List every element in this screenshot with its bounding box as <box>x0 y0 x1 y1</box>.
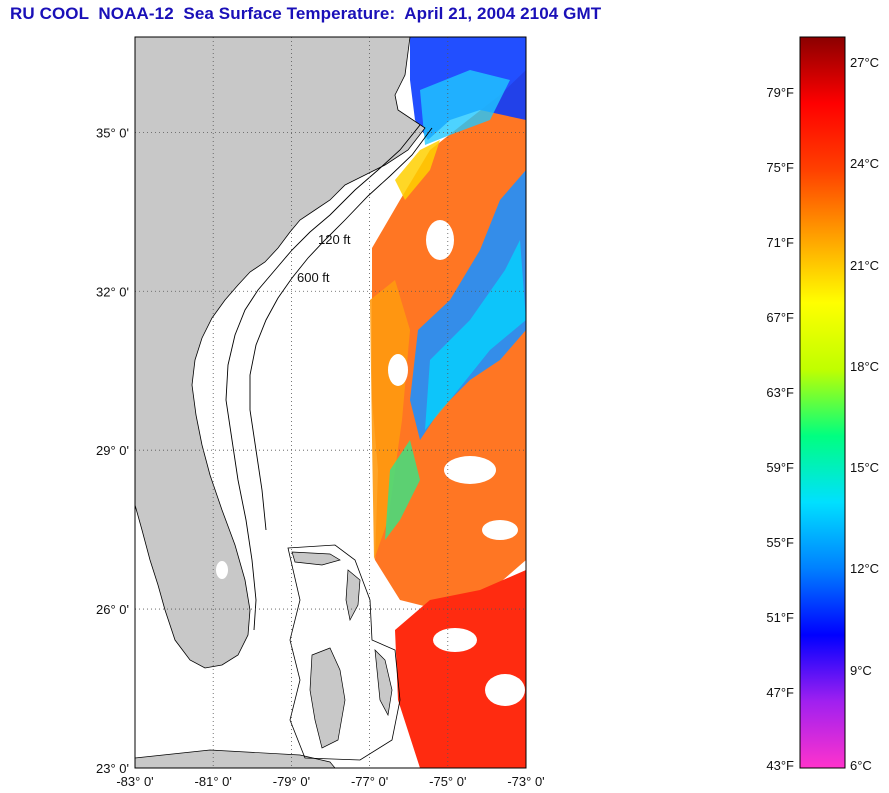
colorbar-fahrenheit-label: 43°F <box>766 758 794 773</box>
map-frame <box>134 36 527 769</box>
isobath-label-600: 600 ft <box>297 270 330 285</box>
sst-hot-patch <box>395 570 526 768</box>
cloud-patch <box>388 354 408 386</box>
cloud-patch <box>485 674 525 706</box>
colorbar-celsius-label: 27°C <box>850 55 880 71</box>
sst-nearshore-yellow <box>395 140 440 200</box>
colorbar-celsius-label: 15°C <box>850 460 880 476</box>
colorbar-celsius-label: 21°C <box>850 257 880 273</box>
map-title: RU COOL NOAA-12 Sea Surface Temperature:… <box>10 4 602 23</box>
colorbar-fahrenheit-label: 51°F <box>766 610 794 626</box>
lat-tick-label: 35° 0' <box>96 125 129 140</box>
island-eleuthera <box>374 649 393 717</box>
cloud-patch <box>444 456 496 484</box>
island-abaco <box>345 569 361 622</box>
isobath-label-120: 120 ft <box>318 232 351 247</box>
colorbar-fahrenheit-label: 59°F <box>766 460 794 476</box>
lake-okeechobee <box>216 561 228 579</box>
sst-shelf-green <box>385 440 420 540</box>
lon-tick-label: -83° 0' <box>116 774 153 789</box>
sst-orange-band <box>370 280 410 560</box>
isobath-600ft <box>249 127 433 531</box>
island-grand-bahama <box>291 551 341 566</box>
colorbar-fahrenheit-label: 79°F <box>766 85 794 101</box>
lat-tick-label: 29° 0' <box>96 443 129 458</box>
colorbar-fahrenheit-label: 71°F <box>766 235 794 251</box>
colorbar-fahrenheit-label: 75°F <box>766 160 794 176</box>
land-mass <box>135 37 426 669</box>
isobath-bahama-bank <box>287 544 401 761</box>
colorbar <box>799 36 846 769</box>
cloud-patch <box>482 520 518 540</box>
lon-tick-label: -81° 0' <box>195 774 232 789</box>
colorbar-fahrenheit-label: 47°F <box>766 685 794 701</box>
lon-tick-label: -77° 0' <box>351 774 388 789</box>
cloud-patch <box>433 628 477 652</box>
sst-north-cyan <box>420 70 510 145</box>
colorbar-fahrenheit-label: 67°F <box>766 310 794 326</box>
colorbar-celsius-label: 9°C <box>850 662 872 678</box>
colorbar-celsius-label: 6°C <box>850 758 872 773</box>
isobath-labels: 120 ft 600 ft <box>297 232 351 285</box>
lon-tick-label: -73° 0' <box>507 774 544 789</box>
sst-cyan-band <box>425 240 526 430</box>
lat-tick-label: 32° 0' <box>96 284 129 299</box>
sst-data-layer <box>135 37 526 768</box>
colorbar-celsius-label: 24°C <box>850 156 880 172</box>
axis-ticks: 35° 0' 32° 0' 29° 0' 26° 0' 23° 0'-83° 0' -81… <box>96 125 545 789</box>
island-andros <box>309 647 346 749</box>
cloud-patch <box>426 220 454 260</box>
lat-tick-label: 23° 0' <box>96 761 129 776</box>
lon-tick-label: -75° 0' <box>429 774 466 789</box>
colorbar-fahrenheit-label: 55°F <box>766 535 794 551</box>
colorbar-celsius-label: 18°C <box>850 358 880 374</box>
colorbar-fahrenheit-label: 63°F <box>766 385 794 401</box>
lon-tick-label: -79° 0' <box>273 774 310 789</box>
land-cuba <box>135 749 336 768</box>
isobath-120ft <box>225 124 421 631</box>
colorbar-celsius-label: 12°C <box>850 561 880 577</box>
lat-tick-label: 26° 0' <box>96 602 129 617</box>
